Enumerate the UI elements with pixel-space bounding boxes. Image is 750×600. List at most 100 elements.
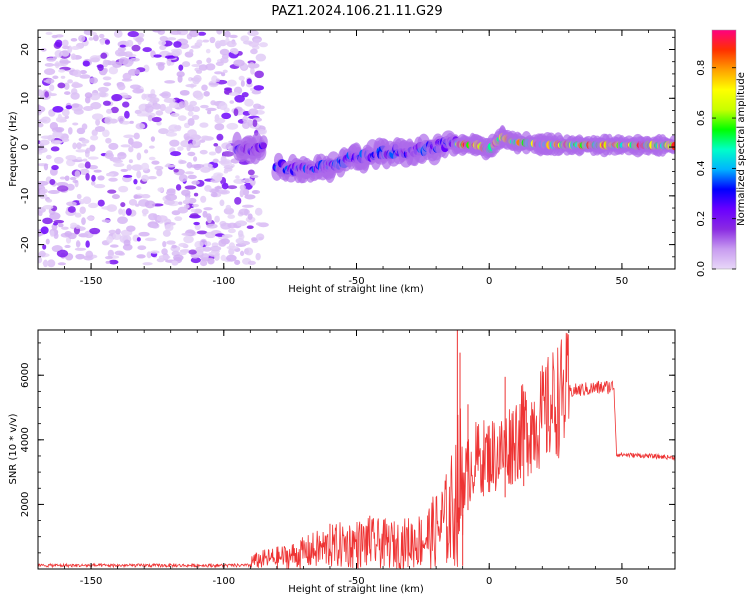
spectrogram-noise-blob (164, 55, 177, 59)
spectrogram-noise-blob (210, 100, 217, 106)
spectrogram-noise-blob (141, 93, 147, 100)
spectrogram-noise-blob (126, 39, 134, 47)
spectrogram-noise-blob (71, 81, 80, 89)
spectrogram-noise-blob (53, 156, 64, 164)
spectrogram-noise-blob (222, 69, 228, 74)
spectrogram-noise-blob (49, 84, 55, 92)
spectrogram-noise-blob (91, 174, 96, 182)
spectrogram-noise-blob (235, 175, 240, 179)
spectrogram-noise-blob (45, 238, 50, 245)
spectrogram-noise-blob (135, 122, 146, 130)
spectrogram-noise-blob (95, 118, 101, 126)
spectrogram-noise-blob (165, 131, 178, 137)
spectrogram-noise-blob (175, 184, 182, 191)
spectrogram-noise-blob (187, 174, 197, 180)
spectrogram-noise-blob (242, 188, 250, 196)
spectrogram-noise-blob (207, 257, 215, 265)
spectrogram-noise-blob (257, 105, 265, 110)
spectrogram-noise-blob (223, 165, 234, 170)
spectrogram-noise-blob (47, 189, 60, 195)
spectrogram-noise-blob (254, 70, 264, 79)
spectrogram-noise-blob (108, 66, 119, 75)
spectrogram-noise-blob (54, 140, 63, 144)
spectrogram-noise-blob (54, 49, 63, 58)
spectrogram-noise-blob (241, 92, 249, 98)
spectrogram-noise-blob (94, 125, 106, 133)
spectrogram-noise-blob (248, 108, 259, 116)
spectrogram-noise-blob (144, 105, 154, 113)
spectrogram-noise-blob (162, 229, 171, 237)
spectrogram-noise-blob (226, 254, 237, 262)
spectrogram-noise-blob (93, 183, 106, 189)
spectrogram-noise-blob (42, 261, 50, 266)
spectrogram-noise-blob (223, 207, 235, 215)
spectrogram-noise-blob (122, 174, 133, 178)
spectrogram-noise-blob (66, 201, 77, 207)
snr-y-tick-label: 6000 (20, 362, 31, 387)
spectrogram-noise-blob (72, 142, 78, 150)
spectrogram-noise-blob (131, 164, 143, 171)
colorbar-tick-label: 0.0 (696, 261, 707, 277)
spectrogram-noise-blob (49, 178, 56, 186)
spectrogram-noise-blob (97, 175, 105, 181)
spectrogram-noise-blob (148, 213, 158, 221)
spectrogram-noise-blob (166, 37, 177, 41)
spectrogram-noise-blob (117, 83, 126, 91)
spectrogram-noise-blob (205, 107, 217, 112)
spectrogram-noise-blob (106, 108, 113, 114)
snr-x-axis-label: Height of straight line (km) (288, 584, 424, 595)
spectrogram-noise-blob (75, 149, 87, 153)
spectrogram-noise-blob (108, 142, 119, 150)
spectrogram-noise-blob (244, 247, 254, 256)
spectrogram-noise-blob (89, 144, 96, 152)
spectrogram-noise-blob (185, 196, 191, 202)
spectrogram-noise-blob (50, 146, 60, 152)
spectrogram-noise-blob (47, 259, 56, 268)
spectrogram-noise-blob (156, 168, 163, 177)
spectrogram-noise-blob (112, 159, 123, 164)
spectrogram-noise-blob (212, 158, 219, 164)
spectrogram-noise-blob (70, 37, 78, 42)
spectrogram-noise-blob (126, 225, 136, 232)
spectrogram-noise-blob (196, 59, 203, 65)
spectrogram-noise-blob (141, 174, 150, 182)
spectrogram-ridge-mark (671, 141, 675, 151)
spectrogram-noise-blob (238, 208, 250, 216)
spectrogram-noise-blob (240, 35, 250, 42)
spectrogram-noise-blob (193, 208, 203, 214)
spectrogram-noise-blob (46, 57, 56, 62)
spectrogram-noise-blob (113, 30, 123, 38)
spectrogram-noise-blob (169, 30, 182, 35)
spectrogram-noise-blob (220, 155, 227, 164)
spectrogram-noise-blob (235, 220, 248, 227)
spectrogram-noise-blob (108, 259, 119, 265)
colorbar-tick-label: 0.6 (696, 110, 707, 126)
spectrogram-x-tick-label: -100 (212, 276, 235, 287)
spectrogram-noise-blob (215, 145, 222, 154)
spectrogram-noise-blob (190, 208, 196, 213)
spectrogram-noise-blob (56, 249, 69, 258)
spectrogram-noise-blob (78, 198, 85, 205)
spectrogram-noise-blob (252, 189, 261, 195)
spectrogram-noise-blob (177, 206, 189, 214)
spectrogram-noise-blob (234, 94, 245, 103)
spectrogram-noise-blob (120, 168, 128, 172)
spectrogram-noise-blob (224, 30, 231, 38)
spectrogram-noise-blob (192, 76, 200, 85)
spectrogram-noise-blob (118, 185, 129, 193)
spectrogram-noise-blob (195, 92, 204, 101)
spectrogram-noise-blob (64, 244, 71, 249)
spectrogram-noise-blob (81, 139, 90, 144)
spectrogram-x-tick-label: -150 (80, 276, 103, 287)
spectrogram-noise-blob (90, 57, 100, 63)
spectrogram-noise-blob (59, 176, 66, 180)
snr-x-tick-label: 50 (616, 576, 629, 587)
spectrogram-noise-blob (247, 30, 259, 37)
spectrogram-noise-blob (85, 172, 90, 181)
spectrogram-noise-blob (40, 116, 51, 124)
spectrogram-noise-blob (61, 226, 69, 230)
spectrogram-noise-blob (188, 249, 197, 255)
spectrogram-noise-blob (52, 130, 63, 138)
spectrogram-noise-blob (130, 57, 140, 62)
spectrogram-noise-blob (85, 240, 90, 248)
